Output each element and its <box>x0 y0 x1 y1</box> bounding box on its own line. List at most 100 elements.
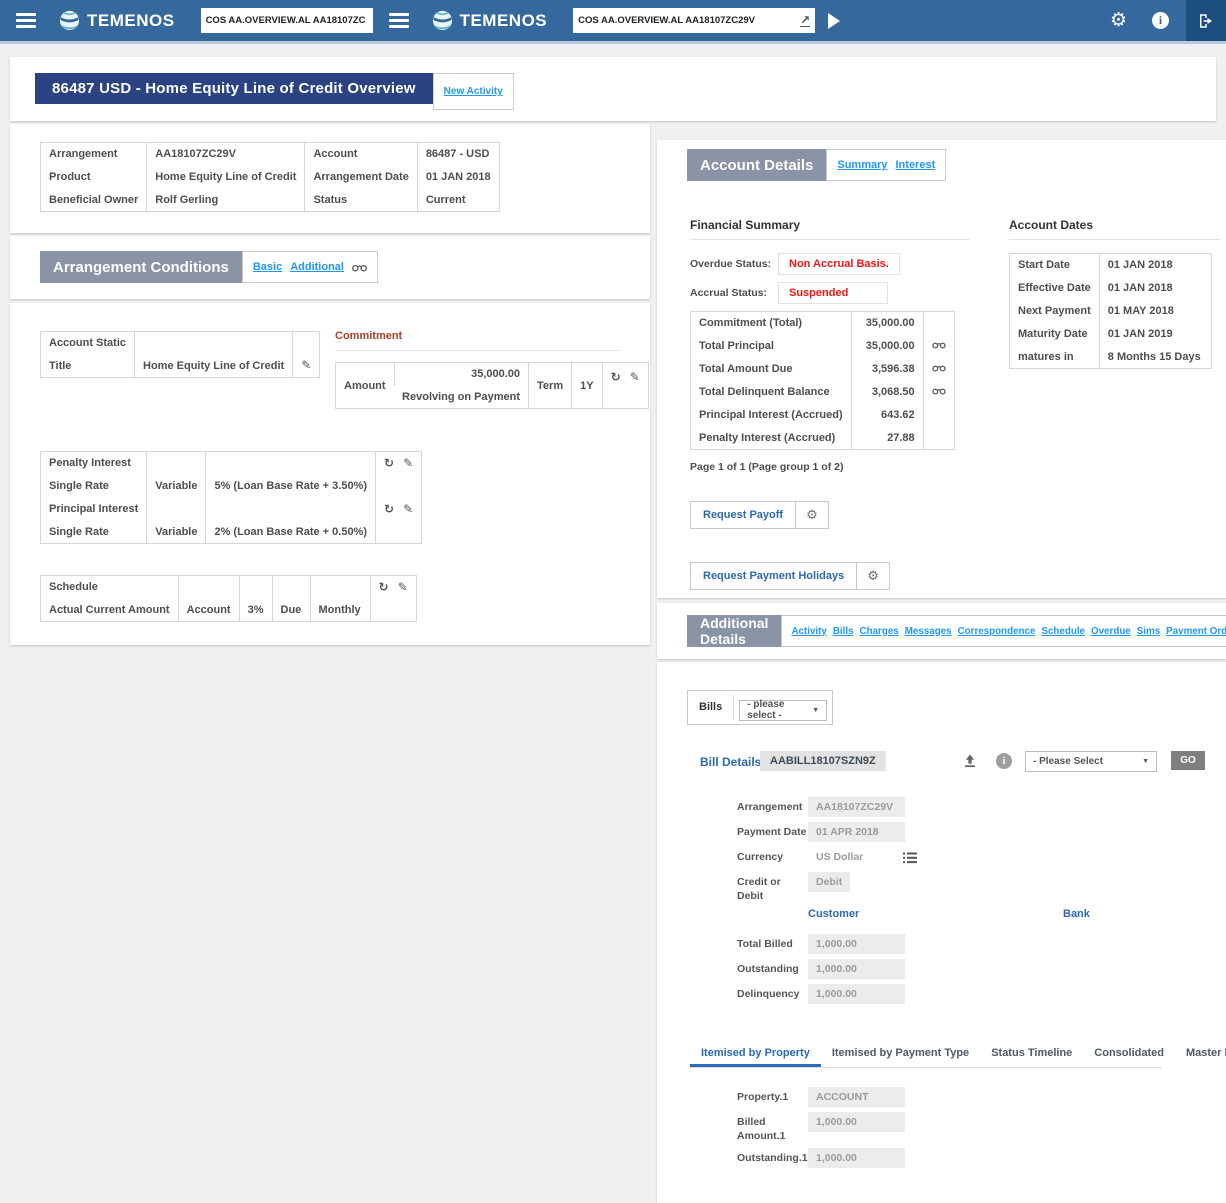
request-payoff-button[interactable]: Request Payoff ⚙ <box>690 501 829 529</box>
request-payment-holidays-button[interactable]: Request Payment Holidays ⚙ <box>690 562 890 590</box>
accrual-status-value: Suspended <box>778 282 888 304</box>
title-field-label: Title <box>49 359 72 372</box>
hamburger-menu-icon-2[interactable] <box>388 13 409 28</box>
overdue-status-label: Overdue Status: <box>690 258 772 270</box>
bill-action-select[interactable]: - Please Select ▼ <box>1025 751 1157 772</box>
find-binoculars-icon[interactable] <box>931 340 946 349</box>
empty-cell <box>375 474 422 498</box>
summary-link[interactable]: Summary <box>837 159 888 171</box>
edit-pencil-icon[interactable]: ✎ <box>403 455 414 470</box>
date-row-value: 01 MAY 2018 <box>1098 299 1212 323</box>
table-row: Commitment (Total) 35,000.00 <box>691 311 955 335</box>
form-row: Delinquency 1,000.00 <box>737 984 1157 1005</box>
info-icon-gray[interactable]: i <box>996 753 1012 769</box>
credit-debit-field-value: Debit <box>808 872 851 892</box>
currency-field-value: US Dollar <box>816 851 864 863</box>
list-lookup-icon[interactable] <box>903 852 917 864</box>
tab-status-timeline[interactable]: Status Timeline <box>991 1047 1073 1059</box>
go-button[interactable]: GO <box>1171 751 1205 770</box>
fin-row-value: 27.88 <box>850 426 924 450</box>
empty-cell <box>922 426 955 450</box>
arrangement-info-table: Arrangement AA18107ZC29V Account 86487 -… <box>40 142 500 212</box>
table-row: Amount 35,000.00 Term 1Y ↻ ✎ <box>336 362 649 409</box>
tab-itemised-by-payment-type[interactable]: Itemised by Payment Type <box>831 1047 970 1059</box>
logout-button[interactable] <box>1186 0 1226 41</box>
tab-itemised-by-property[interactable]: Itemised by Property <box>690 1040 821 1067</box>
overdue-status-row: Overdue Status: Non Accrual Basis. <box>690 253 970 275</box>
bills-card: Bills - please select - ▼ Bill Details A… <box>657 662 1226 1203</box>
date-row-value: 8 Months 15 Days <box>1098 345 1212 369</box>
refresh-icon[interactable]: ↻ <box>378 579 389 594</box>
run-command-icon[interactable] <box>828 12 841 29</box>
table-row: Beneficial Owner Rolf Gerling Status Cur… <box>41 188 500 212</box>
tab-master-details[interactable]: Master Details <box>1185 1047 1226 1059</box>
find-binoculars-icon[interactable] <box>931 386 946 395</box>
principal-single-rate-label: Single Rate <box>49 525 109 538</box>
product-value: Home Equity Line of Credit <box>146 165 305 189</box>
bills-link[interactable]: Bills <box>832 625 854 637</box>
schedule-section-label: Schedule <box>49 581 98 594</box>
principal-interest-section-label: Principal Interest <box>49 503 139 515</box>
new-activity-link[interactable]: New Activity <box>443 86 503 97</box>
term-value: 1Y <box>571 362 603 409</box>
upload-icon[interactable] <box>963 754 977 768</box>
messages-link[interactable]: Messages <box>904 625 952 637</box>
table-row: Effective Date 01 JAN 2018 <box>1010 276 1212 300</box>
edit-pencil-icon[interactable]: ✎ <box>629 370 640 384</box>
additional-link[interactable]: Additional <box>290 261 344 273</box>
activity-link[interactable]: Activity <box>791 625 827 637</box>
refresh-icon[interactable]: ↻ <box>384 455 395 470</box>
overdue-link[interactable]: Overdue <box>1091 625 1131 637</box>
bills-select[interactable]: - please select - ▼ <box>739 699 828 721</box>
empty-cell <box>375 520 422 544</box>
edit-pencil-icon[interactable]: ✎ <box>403 501 414 516</box>
schedule-link[interactable]: Schedule <box>1041 625 1085 637</box>
empty-cell <box>271 575 310 599</box>
table-row: Revolving on Payment <box>336 386 649 409</box>
beneficial-owner-value: Rolf Gerling <box>146 188 305 212</box>
edit-pencil-icon[interactable]: ✎ <box>397 579 408 594</box>
info-icon[interactable]: i <box>1152 12 1169 29</box>
account-details-header: Account Details <box>687 149 827 181</box>
interest-link[interactable]: Interest <box>895 159 936 171</box>
basic-link[interactable]: Basic <box>252 261 283 273</box>
fin-row-label: Total Principal <box>699 340 774 352</box>
bank-link[interactable]: Bank <box>1063 908 1090 921</box>
page-title: 86487 USD - Home Equity Line of Credit O… <box>35 73 433 104</box>
request-payment-holidays-label[interactable]: Request Payment Holidays <box>703 570 845 582</box>
payment-orders-link[interactable]: Payment Orders <box>1166 625 1226 637</box>
send-command-icon[interactable]: ↗ <box>800 13 811 27</box>
financial-summary-title: Financial Summary <box>690 218 970 240</box>
command-input-2[interactable] <box>578 15 801 26</box>
tab-consolidated[interactable]: Consolidated <box>1094 1047 1164 1059</box>
account-static-table: Account Static Title Home Equity Line of… <box>40 331 321 378</box>
refresh-icon[interactable]: ↻ <box>610 370 621 384</box>
hamburger-menu-icon[interactable] <box>16 13 36 28</box>
command-input-1[interactable] <box>205 15 368 26</box>
customer-bank-row: Customer Bank <box>737 908 1157 930</box>
arrangement-date-value: 01 JAN 2018 <box>416 165 500 189</box>
arrangement-id-link[interactable]: AA18107ZC29V <box>146 142 305 166</box>
gear-icon[interactable]: ⚙ <box>806 507 818 522</box>
billed-amount-1-field-value: 1,000.00 <box>808 1112 905 1132</box>
form-row: Arrangement AA18107ZC29V <box>737 797 1157 817</box>
refresh-icon[interactable]: ↻ <box>384 501 395 516</box>
sims-link[interactable]: Sims <box>1136 625 1161 637</box>
fin-row-value: 3,596.38 <box>850 357 924 381</box>
find-binoculars-icon[interactable] <box>931 363 946 372</box>
request-payoff-label[interactable]: Request Payoff <box>703 509 784 521</box>
penalty-interest-section-label: Penalty Interest <box>49 457 131 470</box>
correspondence-link[interactable]: Correspondence <box>957 625 1036 637</box>
customer-link[interactable]: Customer <box>808 908 860 921</box>
account-id-link[interactable]: 86487 - USD <box>416 142 500 166</box>
edit-pencil-icon[interactable]: ✎ <box>301 358 312 373</box>
commitment-section-label: Commitment <box>335 330 403 342</box>
total-billed-field-value: 1,000.00 <box>808 934 905 955</box>
charges-link[interactable]: Charges <box>859 625 899 637</box>
settings-gear-icon[interactable]: ⚙ <box>1109 10 1127 31</box>
fin-row-label: Total Delinquent Balance <box>699 386 830 398</box>
top-header-bar: TEMENOS TEMENOS ↗ ⚙ i <box>0 0 1226 44</box>
find-binoculars-icon[interactable] <box>352 262 367 272</box>
gear-icon[interactable]: ⚙ <box>867 568 879 583</box>
amount-value: 35,000.00 <box>393 362 529 386</box>
